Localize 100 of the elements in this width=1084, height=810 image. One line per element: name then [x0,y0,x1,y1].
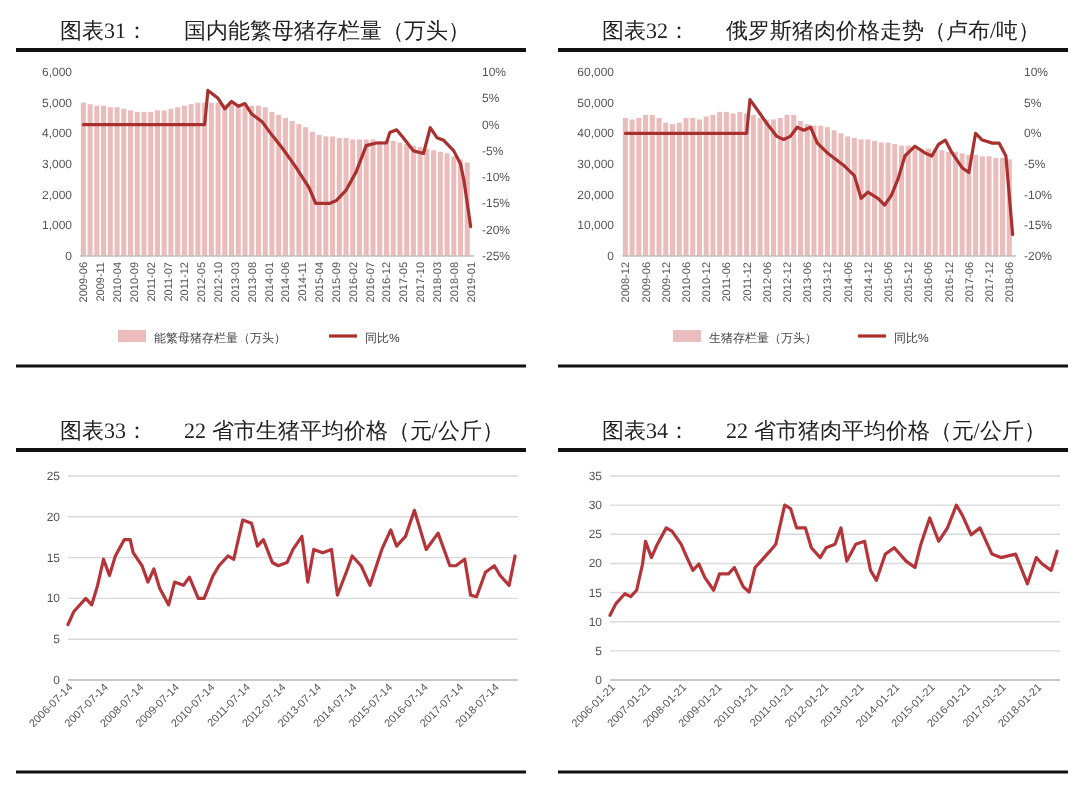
bar [242,104,248,256]
bar [757,118,763,256]
bar [771,119,777,256]
chart-title: 图表33： [60,418,148,444]
bar [777,118,783,256]
bar [818,125,824,256]
bar [80,102,86,256]
bar [208,102,214,256]
line-series [81,88,473,229]
chart-title: 图表32： [602,18,690,44]
bar [303,127,309,256]
bar [343,137,349,256]
bar [919,148,925,256]
bar [316,134,322,256]
bar [424,148,430,256]
bar [737,111,743,256]
bar [750,114,756,256]
bar [696,119,702,256]
bar [912,147,918,256]
bar [282,118,288,256]
bar [417,147,423,256]
bar [276,114,282,256]
bar [262,107,268,256]
bar [811,125,817,256]
bar [141,111,147,256]
bar [188,104,194,256]
line-series [608,503,1059,617]
bar [296,124,302,256]
bar [148,111,154,256]
bar [878,142,884,256]
bar [336,137,342,256]
bar [824,127,830,256]
bar [94,105,100,256]
chart-subtitle: 俄罗斯猪肉价格走势（卢布/吨） [726,18,1041,44]
bar [235,104,241,256]
bar [249,105,255,256]
chart-subtitle: 22 省市生猪平均价格（元/公斤） [184,418,504,444]
bar [383,141,389,256]
bar [993,157,999,256]
bar [161,110,167,256]
line-series [66,508,517,627]
bar [127,110,134,256]
bar [892,144,898,256]
bar [215,102,221,256]
bar [444,153,450,256]
bar [134,111,140,256]
bar [676,122,682,256]
bar [356,139,363,256]
bar [431,150,437,256]
bar [363,139,369,256]
bar [784,114,790,256]
bar [979,156,985,256]
bar [791,114,797,256]
bar [669,124,676,256]
bar [831,130,837,256]
chart-title: 图表34： [602,418,690,444]
bar [289,121,295,256]
bar [437,151,443,256]
bar [872,141,878,256]
bar [939,150,945,256]
bar [656,118,662,256]
bar [377,141,383,256]
bar [905,145,911,256]
chart-title: 图表31： [60,18,148,44]
bar [309,131,315,256]
bar [838,133,844,256]
chart-subtitle: 国内能繁母猪存栏量（万头） [184,18,470,44]
bar [959,153,965,256]
bar [222,104,228,256]
bar [851,137,857,256]
bar [932,150,938,256]
bar [255,105,261,256]
bar [229,104,235,256]
bar [451,156,457,256]
bar [636,118,642,256]
bar [703,116,709,256]
bar [663,122,669,256]
bar [723,111,729,256]
bar [986,156,992,256]
bar [952,151,958,256]
bar [107,107,113,256]
bar [622,118,628,256]
bar [410,145,416,256]
bar [114,107,120,256]
bar [404,144,410,256]
bar [330,136,336,256]
bar [195,102,201,256]
bar [797,121,804,256]
bar [683,118,689,256]
bar [154,110,160,256]
bar [629,119,635,256]
bar [323,136,329,256]
bar [717,111,723,256]
bar [710,114,716,256]
bar [1000,157,1006,256]
bar [804,124,810,256]
bar [858,139,864,256]
bar [764,119,770,256]
bar [925,148,931,256]
bar [269,111,275,256]
